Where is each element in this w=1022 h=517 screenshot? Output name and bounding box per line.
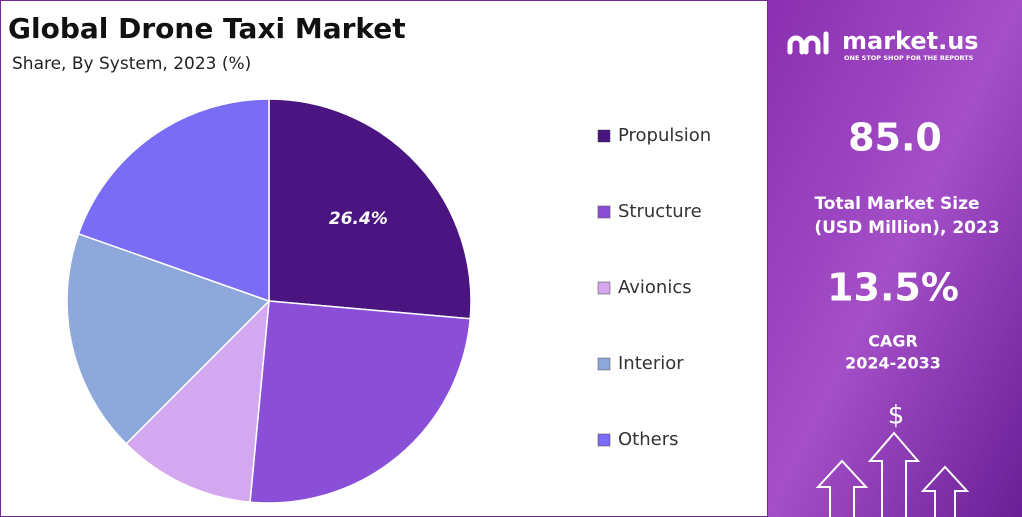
cagr-label: 2024-2033 (845, 354, 941, 373)
cagr-label: CAGR (868, 332, 918, 351)
legend-swatch (597, 205, 611, 219)
legend-swatch (597, 433, 611, 447)
legend-label: Interior (618, 353, 684, 374)
data-label: 26.4% (329, 209, 388, 229)
pie-slice (249, 300, 472, 504)
logo-text: market.us (842, 27, 979, 55)
chart-title: Global Drone Taxi Market (8, 12, 406, 45)
market-size-label: Total Market Size (814, 194, 979, 214)
legend-swatch (597, 281, 611, 295)
market-size-label: (USD Million), 2023 (814, 218, 999, 238)
pie-slice (125, 298, 270, 503)
arrows-icon (815, 431, 970, 517)
legend-label: Avionics (618, 277, 692, 298)
legend-label: Others (618, 429, 679, 450)
pie-slice (268, 98, 472, 320)
dollar-icon: $ (888, 401, 905, 431)
cagr-value: 13.5% (827, 266, 959, 310)
market-size: 85.0 (848, 116, 942, 160)
legend-swatch (597, 357, 611, 371)
pie-slice (66, 232, 271, 445)
pie: 26.4% (66, 98, 472, 504)
legend-label: Propulsion (618, 125, 711, 146)
legend-label: Structure (618, 201, 702, 222)
side-panel (768, 0, 1022, 517)
legend: Propulsion Structure Avionics Interior Other… (597, 125, 711, 450)
pie-slice (77, 98, 270, 303)
chart-subtitle: Share, By System, 2023 (%) (12, 54, 251, 74)
legend-swatch (597, 129, 611, 143)
tagline: ONE STOP SHOP FOR THE REPORTS (844, 54, 974, 62)
logo-icon (787, 31, 829, 55)
